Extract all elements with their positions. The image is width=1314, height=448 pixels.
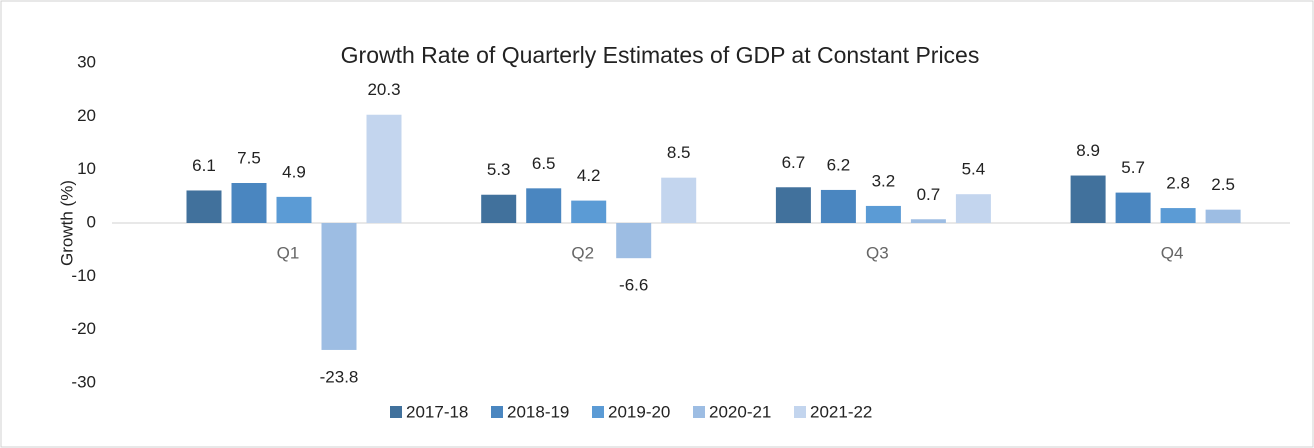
data-label: 7.5 [237, 148, 261, 167]
bar [616, 223, 652, 259]
data-label: 8.9 [1076, 141, 1100, 160]
bar [186, 190, 222, 223]
bar [321, 223, 357, 350]
data-label: 2.8 [1166, 174, 1190, 193]
bar [661, 177, 697, 223]
bar [910, 219, 946, 223]
data-label: 4.2 [577, 166, 601, 185]
y-tick-label: 20 [77, 106, 96, 125]
data-label: 5.4 [962, 160, 986, 179]
bar [775, 187, 811, 223]
bar [820, 189, 856, 223]
bar [231, 183, 267, 223]
bar [1115, 192, 1151, 223]
legend-swatch [390, 406, 402, 418]
legend-label: 2018-19 [507, 402, 569, 421]
bar [366, 114, 402, 223]
y-tick-label: -10 [71, 266, 96, 285]
legend-label: 2020-21 [709, 402, 771, 421]
x-tick-label: Q3 [866, 243, 889, 262]
data-label: 0.7 [917, 185, 941, 204]
x-tick-label: Q1 [277, 243, 300, 262]
x-tick-label: Q2 [571, 243, 594, 262]
bar [276, 196, 312, 223]
legend-swatch [592, 406, 604, 418]
data-label: -6.6 [619, 276, 648, 295]
data-label: 8.5 [667, 143, 691, 162]
data-label: 3.2 [872, 171, 896, 190]
bar [865, 205, 901, 223]
data-label: 5.3 [487, 160, 511, 179]
data-label: 6.7 [782, 153, 806, 172]
bar [1160, 208, 1196, 223]
data-label: 2.5 [1211, 175, 1235, 194]
data-label: 4.9 [282, 162, 306, 181]
bar [1070, 175, 1106, 223]
bar [481, 194, 517, 223]
legend-swatch [693, 406, 705, 418]
y-tick-label: -20 [71, 319, 96, 338]
bar [571, 200, 607, 223]
legend-label: 2017-18 [406, 402, 468, 421]
chart-title: Growth Rate of Quarterly Estimates of GD… [341, 42, 980, 68]
legend-label: 2019-20 [608, 402, 670, 421]
legend-swatch [794, 406, 806, 418]
bar [955, 194, 991, 223]
y-tick-label: 30 [77, 52, 96, 71]
y-tick-label: 10 [77, 159, 96, 178]
y-tick-label: 0 [87, 212, 96, 231]
legend-label: 2021-22 [810, 402, 872, 421]
y-axis-label: Growth (%) [57, 180, 76, 266]
data-label: 5.7 [1121, 158, 1145, 177]
data-label: 6.2 [827, 155, 851, 174]
data-label: 6.5 [532, 154, 556, 173]
legend-swatch [491, 406, 503, 418]
bar [1205, 209, 1241, 223]
data-label: 6.1 [192, 156, 216, 175]
data-label: -23.8 [320, 367, 359, 386]
x-tick-label: Q4 [1161, 243, 1184, 262]
data-label: 20.3 [367, 80, 400, 99]
y-tick-label: -30 [71, 372, 96, 391]
bar [526, 188, 562, 223]
